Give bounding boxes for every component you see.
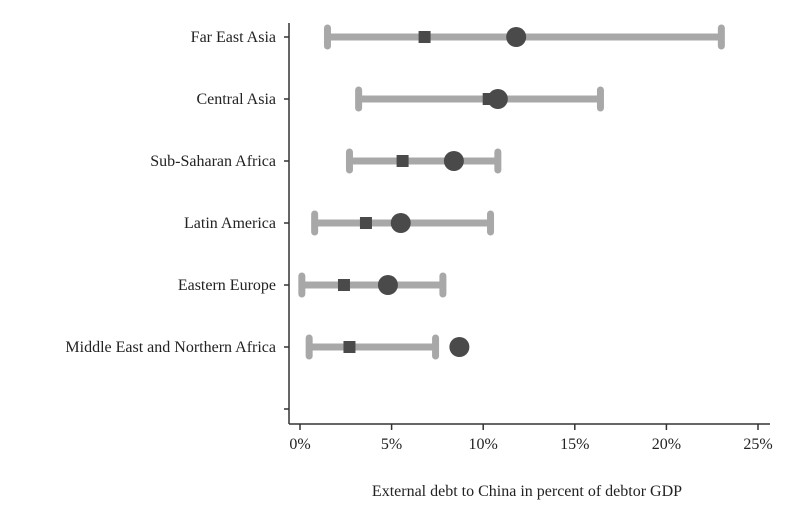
plot-area <box>298 24 725 360</box>
range-bar <box>355 86 604 112</box>
circle-marker <box>390 213 411 233</box>
axes <box>284 23 770 430</box>
category-label: Far East Asia <box>191 29 276 46</box>
circle-marker <box>377 275 398 295</box>
square-marker <box>337 279 350 291</box>
x-axis-title: External debt to China in percent of deb… <box>372 483 682 500</box>
x-tick-labels: 0% 5% 10% 15% 20% 25% <box>289 436 772 453</box>
circle-marker <box>487 89 508 109</box>
x-tick-label: 15% <box>560 436 589 453</box>
category-label: Sub-Saharan Africa <box>150 153 276 170</box>
circle-marker <box>506 27 527 47</box>
circle-marker <box>443 151 464 171</box>
category-label: Middle East and Northern Africa <box>65 339 276 356</box>
category-labels: Far East Asia Central Asia Sub-Saharan Afr… <box>65 29 276 356</box>
square-marker <box>418 31 431 43</box>
square-marker <box>343 341 356 353</box>
square-marker <box>359 217 372 229</box>
x-tick-label: 5% <box>381 436 402 453</box>
x-tick-label: 25% <box>743 436 772 453</box>
x-tick-label: 10% <box>469 436 498 453</box>
range-bar <box>345 148 502 174</box>
category-label: Central Asia <box>196 91 276 108</box>
category-label: Latin America <box>184 215 276 232</box>
range-bar <box>305 334 440 360</box>
x-tick-label: 0% <box>289 436 310 453</box>
category-label: Eastern Europe <box>178 277 276 294</box>
circle-marker <box>449 337 470 357</box>
x-tick-label: 20% <box>652 436 681 453</box>
range-bar <box>298 272 447 298</box>
square-marker <box>396 155 409 167</box>
